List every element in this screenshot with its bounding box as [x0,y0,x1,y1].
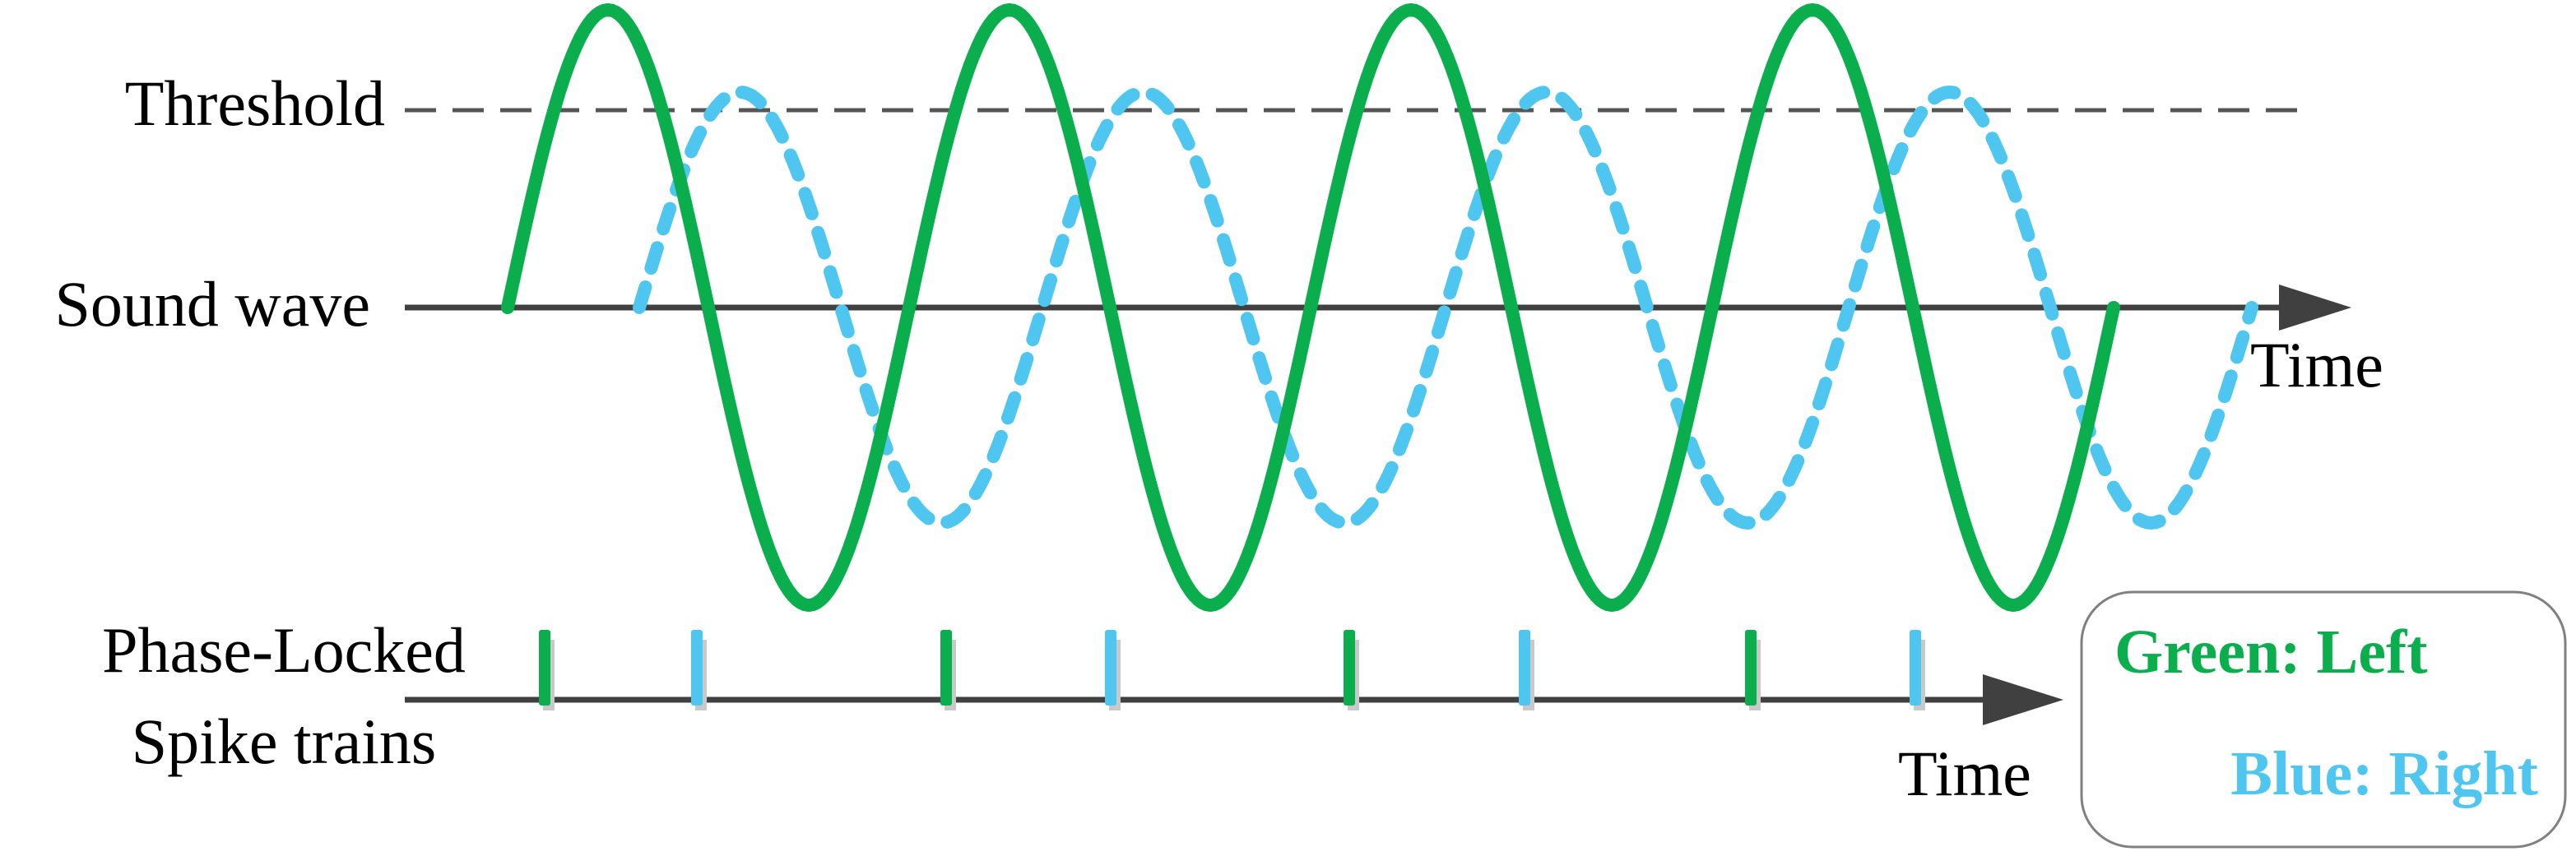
green-wave-left [501,2,2120,613]
sound-wave-label: Sound wave [55,268,370,340]
time-label-bottom: Time [1898,738,2031,809]
spike-train-label-line1: Phase-Locked [102,614,466,686]
blue-wave-right [633,85,2258,530]
spike-green [539,630,550,706]
spike-train-axis-arrowhead [1983,674,2063,725]
spike-blue [1519,630,1530,706]
legend-box [2080,590,2567,849]
sound-wave-axis-arrowhead [2279,285,2351,331]
spike-markers [539,630,1925,710]
spike-blue [1105,630,1116,706]
legend-green-left: Green: Left [2114,618,2428,687]
legend: Green: Left Blue: Right [2080,590,2567,849]
spike-blue [691,630,703,706]
legend-blue-right: Blue: Right [2230,739,2538,808]
spike-blue [1910,630,1921,706]
spike-green [1344,630,1355,706]
spike-train-label-line2: Spike trains [132,706,436,777]
spike-green [1745,630,1757,706]
threshold-label: Threshold [125,67,385,139]
time-label-top: Time [2250,329,2383,400]
spike-green [940,630,952,706]
